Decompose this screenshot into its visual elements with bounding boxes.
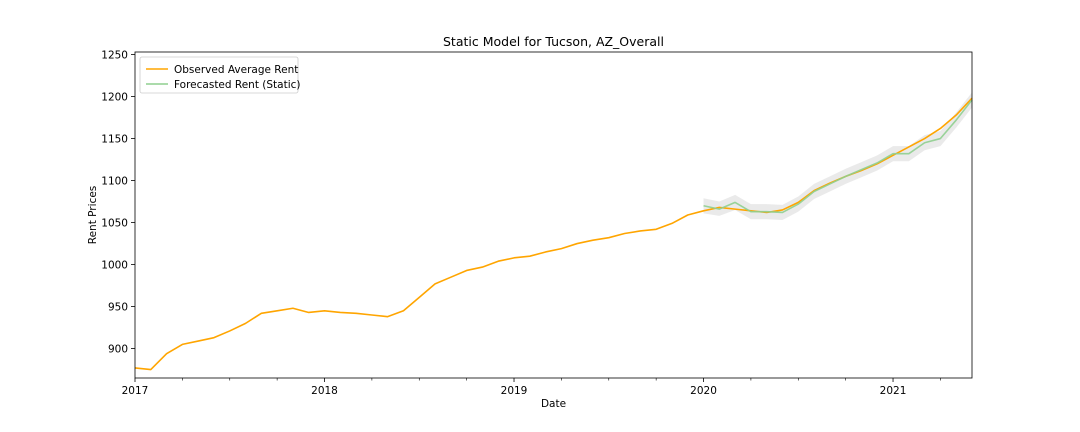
confidence-band-layer [703,92,972,221]
y-tick-label: 950 [108,302,128,314]
x-tick-label: 2021 [880,385,907,397]
x-tick-label: 2018 [311,385,338,397]
x-tick-label: 2017 [122,385,149,397]
axes-frame [134,51,973,379]
forecast-confidence-band [703,92,972,221]
y-tick-label: 1100 [101,176,128,188]
x-tick-label: 2019 [501,385,528,397]
legend-label-forecast: Forecasted Rent (Static) [174,79,301,91]
legend-label-observed: Observed Average Rent [174,64,298,76]
y-tick-label: 1250 [101,50,128,62]
series-layer [134,97,973,371]
x-axis-label: Date [541,398,566,410]
axes-layer: 900 950 1000 1050 1100 1150 1200 1250 2017 2018 20… [101,50,973,397]
y-tick-label: 900 [108,344,128,356]
y-tick-label: 1200 [101,92,128,104]
y-tick-label: 1050 [101,218,128,230]
y-tick-label: 1000 [101,260,128,272]
chart-title: Static Model for Tucson, AZ_Overall [443,34,664,49]
y-axis-label: Rent Prices [87,186,99,244]
legend-box [139,56,299,94]
y-tick-label: 1150 [101,134,128,146]
legend: Observed Average Rent Forecasted Rent (St… [139,56,301,94]
x-tick-label: 2020 [690,385,717,397]
series-line-forecasted-rent-static [703,99,973,214]
